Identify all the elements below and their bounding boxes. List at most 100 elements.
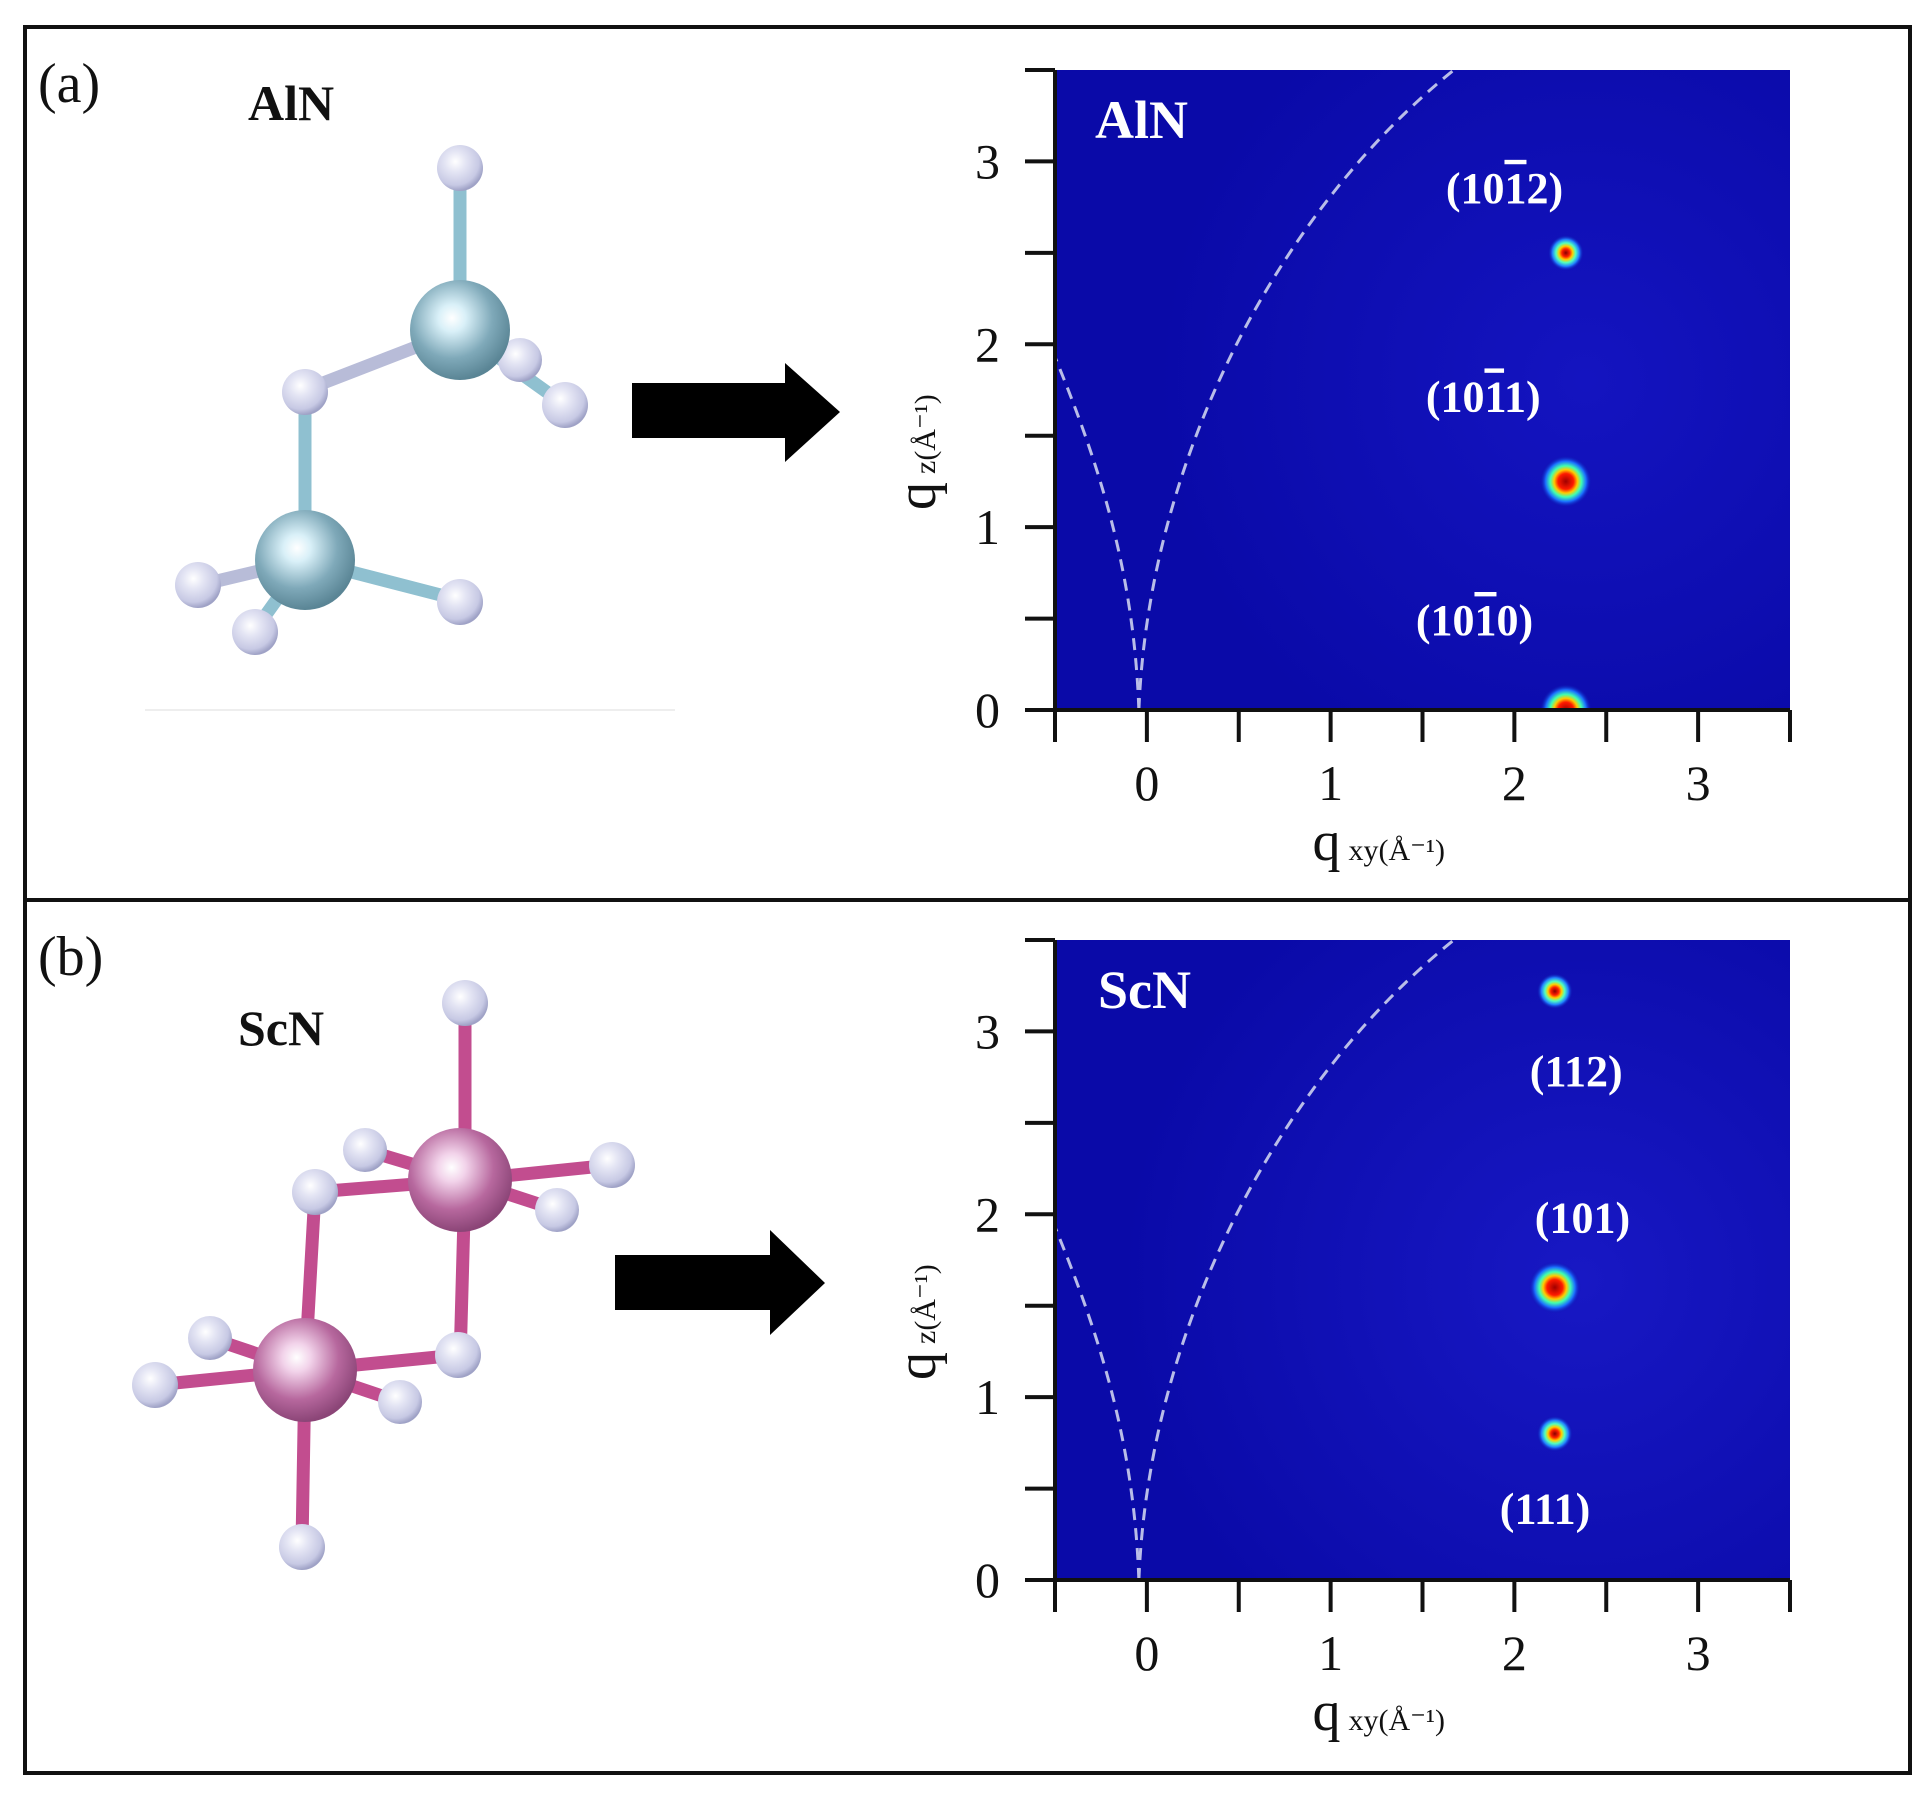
heatmap-content-a (1055, 70, 1592, 710)
y-tick-label: 2 (975, 316, 1000, 372)
y-axis-title-sub: z(Å⁻¹) (909, 1264, 942, 1344)
x-tick-label: 1 (1318, 755, 1343, 811)
bonds (193, 163, 572, 637)
nitrogen-atom (279, 1524, 325, 1570)
diffraction-peak (1536, 973, 1573, 1010)
x-tick-label: 0 (1134, 755, 1159, 811)
peak-label-part: 1) (1504, 372, 1541, 421)
plot-title-a: AlN (1095, 90, 1188, 150)
nitrogen-atom (132, 1362, 178, 1408)
peak-label: (112) (1530, 1047, 1623, 1096)
y-axis-title-main: q (886, 1352, 948, 1380)
peak-label-part: (10 (1446, 164, 1505, 213)
molecule-title-a: AlN (248, 75, 334, 131)
scandium-atom (253, 1318, 357, 1422)
heatmap-background-b (1055, 940, 1790, 1580)
peaks-a (1539, 234, 1592, 710)
peak-labels-b: (112) (101) (111) (1500, 1047, 1630, 1534)
bonds (148, 998, 619, 1552)
y-tick-label: 1 (975, 1369, 1000, 1425)
diffraction-peak (1539, 684, 1592, 710)
panel-a: (a) AlN (38, 53, 1792, 873)
nitrogen-atom (343, 1128, 387, 1172)
x-axis-title-main: q (1313, 1681, 1341, 1743)
nitrogen-atom (437, 145, 483, 191)
peak-label-part: 2) (1526, 164, 1563, 213)
peak-label: (1011) (1426, 372, 1541, 421)
x-axis-title: q xy(Å⁻¹) (1313, 1681, 1445, 1743)
nitrogen-atom (292, 1169, 338, 1215)
heatmap-background-a (1055, 70, 1790, 710)
y-tick-label: 3 (975, 1003, 1000, 1059)
peak-labels-a: (1012)(1011)(1010) (1416, 164, 1563, 645)
x-axis-title-sub: xy(Å⁻¹) (1349, 1704, 1445, 1737)
peak-label-part: (112) (1530, 1047, 1623, 1096)
x-axis-title-main: q (1313, 811, 1341, 873)
panel-label-b: (b) (38, 926, 103, 988)
right-arrow-icon (615, 1230, 825, 1335)
diffraction-peak (1528, 1261, 1581, 1314)
y-axis-title: q z(Å⁻¹) (886, 394, 948, 510)
nitrogen-atom (542, 382, 588, 428)
scn-molecule (132, 980, 635, 1570)
diffraction-peak (1547, 234, 1584, 271)
aluminum-atom (410, 280, 510, 380)
nitrogen-atom (232, 609, 278, 655)
panel-b-frame (23, 898, 1912, 1775)
nitrogen-atom (498, 338, 542, 382)
peak-label-part: (101) (1535, 1193, 1630, 1242)
x-axis-title: q xy(Å⁻¹) (1313, 811, 1445, 873)
nitrogen-atom (442, 980, 488, 1026)
diffraction-peak (1536, 1415, 1573, 1452)
panel-b: (b) ScN (38, 926, 1792, 1743)
x-tick-label: 2 (1502, 755, 1527, 811)
x-axis-title-sub: xy(Å⁻¹) (1349, 834, 1445, 867)
peak-label: (111) (1500, 1485, 1590, 1534)
nitrogen-atom (188, 1316, 232, 1360)
scandium-atom (408, 1128, 512, 1232)
peak-label-part: (111) (1500, 1485, 1590, 1534)
nitrogen-atom (175, 562, 221, 608)
peaks-b (1528, 973, 1581, 1452)
x-tick-label: 3 (1686, 1625, 1711, 1681)
y-axis-title-sub: z(Å⁻¹) (909, 394, 942, 474)
y-tick-label: 1 (975, 499, 1000, 555)
nitrogen-atom (589, 1142, 635, 1188)
nitrogen-atom (378, 1380, 422, 1424)
nitrogen-atom (437, 579, 483, 625)
y-tick-label: 0 (975, 1552, 1000, 1608)
peak-label-part: 0) (1496, 596, 1533, 645)
x-tick-label: 1 (1318, 1625, 1343, 1681)
y-tick-label: 3 (975, 133, 1000, 189)
plot-title-b: ScN (1098, 960, 1191, 1020)
x-tick-label: 2 (1502, 1625, 1527, 1681)
x-tick-label: 3 (1686, 755, 1711, 811)
x-tick-label: 0 (1134, 1625, 1159, 1681)
peak-label-bar-digit: 1 (1474, 596, 1496, 645)
panel-label-a: (a) (38, 53, 100, 115)
wedge-boundary-right (1137, 940, 1457, 1580)
peak-label-part: (10 (1416, 596, 1475, 645)
peak-label: (101) (1535, 1193, 1630, 1242)
y-axis-title: q z(Å⁻¹) (886, 1264, 948, 1380)
wedge-boundaries-b (1055, 940, 1457, 1580)
y-axis-title-main: q (886, 482, 948, 510)
wedge-boundaries-a (1055, 70, 1457, 710)
peak-label-bar-digit: 1 (1484, 372, 1504, 421)
nitrogen-atom (435, 1332, 481, 1378)
aluminum-atom (255, 510, 355, 610)
peak-label-bar-digit: 1 (1504, 164, 1526, 213)
heatmap-content-b (1055, 940, 1581, 1580)
peak-label: (1012) (1446, 164, 1563, 213)
y-tick-label: 0 (975, 682, 1000, 738)
wedge-boundary-right (1137, 70, 1457, 710)
peak-label: (1010) (1416, 596, 1533, 645)
nitrogen-atom (282, 369, 328, 415)
diffraction-peak (1539, 455, 1592, 508)
y-tick-label: 2 (975, 1186, 1000, 1242)
peak-label-part: (10 (1426, 372, 1485, 421)
molecule-title-b: ScN (238, 1000, 324, 1056)
nitrogen-atom (535, 1188, 579, 1232)
